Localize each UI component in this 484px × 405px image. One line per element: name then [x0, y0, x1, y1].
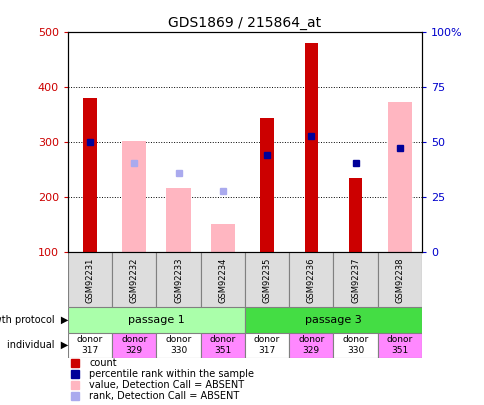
Text: GSM92236: GSM92236 — [306, 257, 315, 303]
Text: donor
351: donor 351 — [386, 335, 412, 355]
Text: GSM92235: GSM92235 — [262, 257, 271, 303]
Text: value, Detection Call = ABSENT: value, Detection Call = ABSENT — [89, 380, 244, 390]
Text: donor
330: donor 330 — [165, 335, 191, 355]
Bar — [288, 333, 333, 358]
Text: passage 1: passage 1 — [128, 315, 184, 325]
Bar — [288, 252, 333, 307]
Bar — [260, 118, 273, 252]
Bar — [333, 252, 377, 307]
Text: percentile rank within the sample: percentile rank within the sample — [89, 369, 254, 379]
Bar — [387, 102, 411, 252]
Text: donor
317: donor 317 — [77, 335, 103, 355]
Bar — [156, 333, 200, 358]
Text: donor
329: donor 329 — [121, 335, 147, 355]
Bar — [112, 252, 156, 307]
Bar — [377, 333, 421, 358]
Bar — [304, 43, 318, 252]
Text: GSM92238: GSM92238 — [394, 257, 404, 303]
Bar — [83, 98, 96, 252]
Bar — [210, 224, 234, 252]
Bar — [68, 333, 112, 358]
Bar — [333, 333, 377, 358]
Text: donor
317: donor 317 — [254, 335, 280, 355]
Bar — [200, 252, 244, 307]
Title: GDS1869 / 215864_at: GDS1869 / 215864_at — [168, 16, 321, 30]
Text: GSM92232: GSM92232 — [130, 257, 138, 303]
Text: rank, Detection Call = ABSENT: rank, Detection Call = ABSENT — [89, 390, 239, 401]
Bar — [112, 333, 156, 358]
Text: growth protocol  ▶: growth protocol ▶ — [0, 315, 68, 325]
Bar — [244, 252, 288, 307]
Bar — [244, 333, 288, 358]
Text: GSM92231: GSM92231 — [85, 257, 94, 303]
Text: GSM92234: GSM92234 — [218, 257, 227, 303]
Text: individual  ▶: individual ▶ — [7, 340, 68, 350]
Bar — [377, 252, 421, 307]
Text: GSM92237: GSM92237 — [350, 257, 359, 303]
Bar — [200, 333, 244, 358]
Text: donor
351: donor 351 — [209, 335, 235, 355]
Bar — [68, 307, 244, 333]
Text: count: count — [89, 358, 117, 368]
Text: donor
330: donor 330 — [342, 335, 368, 355]
Bar — [122, 141, 146, 252]
Text: donor
329: donor 329 — [298, 335, 324, 355]
Bar — [348, 178, 362, 252]
Bar — [68, 252, 112, 307]
Bar — [166, 188, 190, 252]
Text: GSM92233: GSM92233 — [174, 257, 182, 303]
Bar — [244, 307, 421, 333]
Bar — [156, 252, 200, 307]
Text: passage 3: passage 3 — [304, 315, 361, 325]
